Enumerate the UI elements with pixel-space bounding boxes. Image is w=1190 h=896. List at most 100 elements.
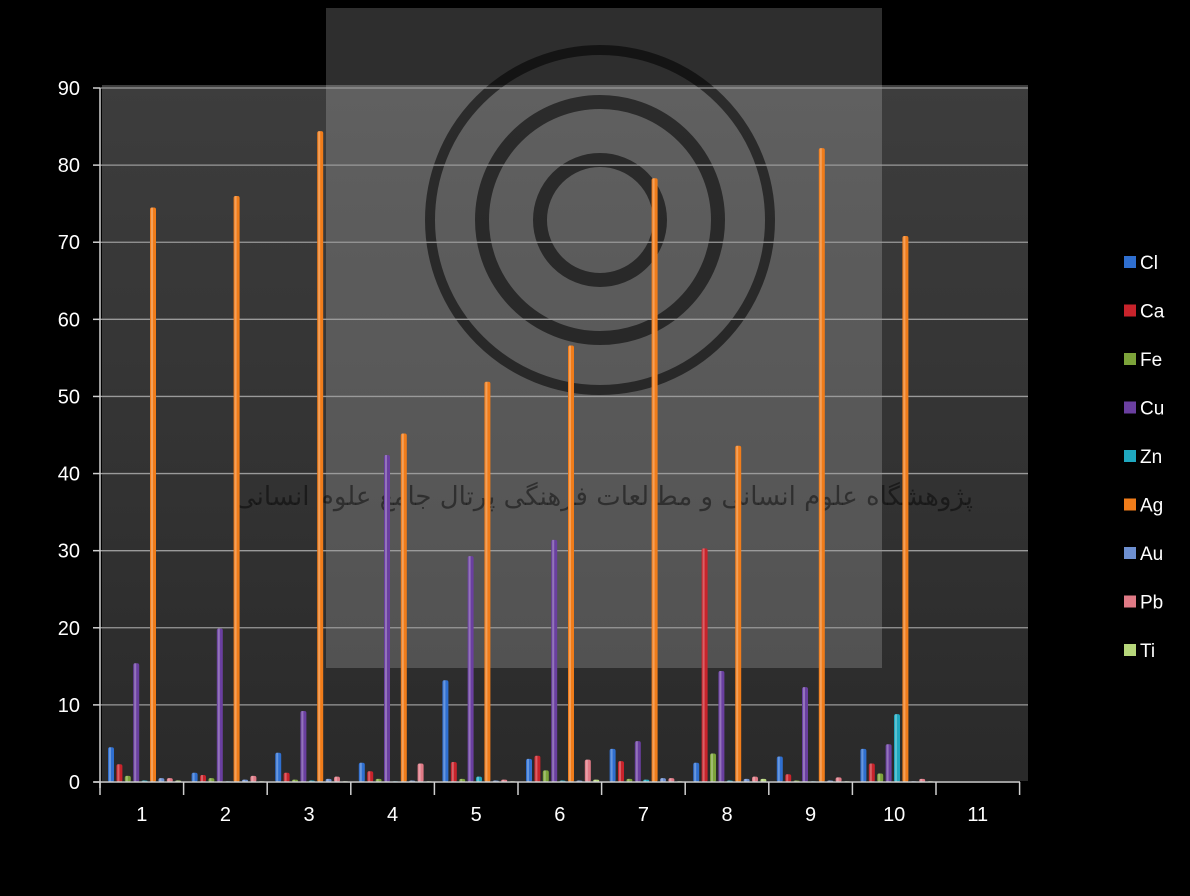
y-tick-label: 0	[69, 772, 80, 794]
bar-cl	[526, 758, 532, 782]
bar-highlight	[309, 780, 312, 782]
bar-highlight	[359, 762, 362, 782]
legend-label-au: Au	[1140, 544, 1163, 565]
bar-highlight	[619, 761, 621, 782]
y-tick-label: 20	[58, 618, 80, 640]
bar-highlight	[786, 774, 789, 782]
bar-highlight	[401, 433, 404, 782]
bar-highlight	[376, 778, 379, 782]
bar-fe	[459, 778, 466, 782]
bar-highlight	[109, 747, 111, 782]
bar-highlight	[493, 780, 496, 782]
bar-highlight	[761, 778, 764, 782]
x-tick-label: 3	[303, 804, 314, 826]
x-tick-label: 9	[805, 804, 816, 826]
bar-highlight	[777, 756, 780, 782]
bar-highlight	[368, 771, 371, 782]
bar-cu	[300, 711, 307, 782]
x-tick-label: 8	[721, 804, 732, 826]
y-tick-label: 60	[58, 309, 80, 331]
bar-ca	[785, 774, 792, 782]
bar-highlight	[543, 770, 546, 782]
bar-ag	[902, 236, 909, 782]
gridlines	[100, 87, 1028, 706]
bar-ca	[450, 761, 457, 782]
bar-highlight	[903, 236, 906, 782]
bar-ca	[534, 755, 541, 782]
bar-highlight	[151, 207, 153, 782]
bar-pb	[919, 778, 926, 782]
bar-ti	[760, 778, 767, 782]
bar-zn	[894, 714, 900, 782]
bar-highlight	[335, 776, 337, 782]
bar-highlight	[702, 548, 705, 782]
watermark-emblem	[425, 45, 775, 395]
bar-pb	[166, 778, 173, 782]
bar-highlight	[635, 741, 638, 782]
bars	[108, 131, 934, 783]
x-tick-label: 5	[471, 804, 482, 826]
legend-swatch-fe	[1124, 353, 1136, 365]
bar-cu	[551, 539, 558, 782]
bar-ca	[367, 771, 374, 782]
bar-au	[743, 778, 750, 782]
bar-highlight	[243, 779, 245, 782]
bar-pb	[334, 776, 340, 782]
bar-ag	[233, 195, 240, 782]
bar-cl	[108, 747, 114, 782]
bar-cl	[860, 748, 867, 782]
bar-highlight	[661, 778, 663, 782]
legend-swatch-zn	[1124, 450, 1136, 462]
bar-cl	[776, 756, 783, 782]
bar-fe	[626, 778, 633, 782]
bar-highlight	[284, 772, 287, 782]
bar-fe	[877, 773, 884, 782]
legend-label-cu: Cu	[1140, 399, 1164, 420]
legend-swatch-cl	[1124, 256, 1136, 268]
legend-swatch-cu	[1124, 401, 1136, 414]
y-tick-label: 70	[58, 232, 80, 254]
bar-highlight	[803, 687, 805, 782]
bar-highlight	[251, 775, 254, 782]
bar-cu	[384, 455, 390, 782]
bar-ca	[618, 761, 624, 782]
legend-label-fe: Fe	[1140, 350, 1162, 371]
bar-cu	[133, 663, 140, 782]
bar-highlight	[301, 711, 304, 782]
bar-highlight	[669, 778, 672, 782]
bar-highlight	[585, 759, 588, 782]
bar-cu	[885, 744, 892, 782]
x-tick-label: 2	[220, 804, 231, 826]
bar-highlight	[535, 755, 538, 782]
bar-cu	[802, 687, 808, 782]
bar-ca	[283, 772, 290, 782]
bar-ag	[568, 345, 574, 782]
bar-highlight	[577, 780, 580, 782]
bar-highlight	[594, 779, 597, 782]
bar-zn	[476, 776, 482, 782]
bar-ag	[651, 178, 658, 783]
bar-highlight	[610, 748, 613, 782]
bar-highlight	[828, 780, 831, 782]
bar-highlight	[410, 780, 413, 782]
x-tick-label: 10	[883, 804, 905, 826]
y-tick-label: 30	[58, 541, 80, 563]
bar-highlight	[836, 777, 839, 782]
bar-highlight	[159, 778, 162, 782]
bar-highlight	[443, 680, 446, 782]
legend-label-pb: Pb	[1140, 593, 1163, 614]
bar-highlight	[318, 131, 321, 782]
bar-highlight	[711, 753, 713, 782]
plot-wall	[102, 85, 1028, 781]
bar-highlight	[117, 764, 120, 782]
bar-ag	[818, 148, 825, 782]
legend-swatch-pb	[1124, 595, 1136, 608]
bar-highlight	[502, 779, 505, 782]
x-tick-label: 7	[638, 804, 649, 826]
x-tick-label: 11	[967, 804, 988, 826]
legend-label-ti: Ti	[1140, 641, 1155, 662]
bar-pb	[752, 776, 758, 782]
bar-au	[660, 778, 666, 782]
legend-swatch-au	[1124, 547, 1136, 559]
